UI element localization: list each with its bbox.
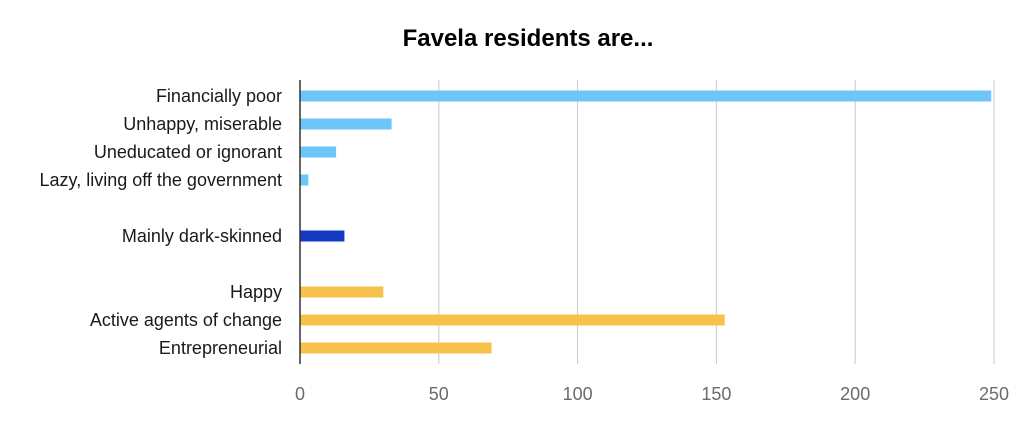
- x-tick-label: 150: [701, 384, 731, 404]
- bar-active-agents-of-change: [300, 314, 725, 326]
- category-label: Financially poor: [156, 86, 282, 106]
- bar-financially-poor: [300, 90, 992, 102]
- category-label: Unhappy, miserable: [123, 114, 282, 134]
- x-tick-label: 250: [979, 384, 1009, 404]
- bars-layer: [300, 90, 992, 354]
- x-tick-label: 200: [840, 384, 870, 404]
- x-tick-labels: 0 50 100 150 200 250: [295, 384, 1009, 404]
- x-tick-label: 50: [429, 384, 449, 404]
- category-label: Happy: [230, 282, 282, 302]
- category-label: Mainly dark-skinned: [122, 226, 282, 246]
- category-label: Active agents of change: [90, 310, 282, 330]
- chart-title: Favela residents are...: [403, 25, 654, 52]
- category-label: Uneducated or ignorant: [94, 142, 282, 162]
- category-labels: Financially poor Unhappy, miserable Uneduc…: [40, 86, 282, 358]
- bar-mainly-dark-skinned: [300, 230, 345, 242]
- bar-unhappy-miserable: [300, 118, 392, 130]
- x-tick-label: 0: [295, 384, 305, 404]
- bar-uneducated-or-ignorant: [300, 146, 337, 158]
- category-label: Entrepreneurial: [159, 338, 282, 358]
- bar-happy: [300, 286, 384, 298]
- bar-entrepreneurial: [300, 342, 492, 354]
- bar-lazy-living-off-the-government: [300, 174, 309, 186]
- category-label: Lazy, living off the government: [40, 170, 282, 190]
- x-tick-label: 100: [563, 384, 593, 404]
